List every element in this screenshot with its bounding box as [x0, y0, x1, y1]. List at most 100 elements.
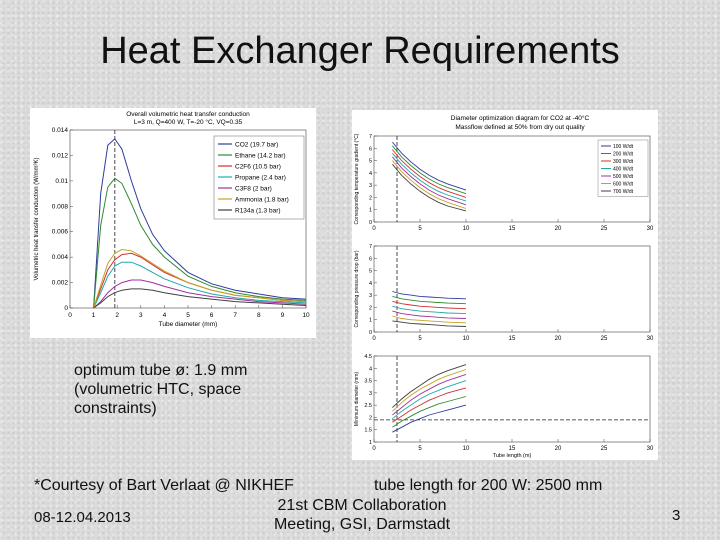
- series-line-2: [392, 300, 467, 310]
- x-tick-label: 20: [555, 226, 562, 232]
- plot-frame: [373, 245, 651, 333]
- y-tick-label: 0.012: [52, 152, 69, 159]
- meeting-line-2: Meeting, GSI, Darmstadt: [273, 516, 451, 533]
- y-tick-label: 1: [369, 208, 372, 214]
- series-line-3: [392, 380, 467, 420]
- y-tick-label: 4: [369, 366, 372, 372]
- x-tick-label: 20: [555, 336, 562, 342]
- x-tick-label: 30: [647, 336, 654, 342]
- series-line-1: [392, 295, 467, 305]
- chart-subtitle: Massflow defined at 50% from dry out qua…: [455, 124, 585, 131]
- x-tick-label: 10: [302, 312, 310, 319]
- legend-label: C3F8 (2 bar): [235, 186, 272, 193]
- note-line-2: (volumetric HTC, space: [74, 381, 242, 398]
- x-axis-label: Tube diameter (mm): [159, 321, 218, 328]
- subplot-1: 0 5 10 15 20 25 30 0 1 2 3 4 5 6 7 Corresponding temper…: [354, 133, 654, 232]
- x-tick-label: 2: [115, 312, 119, 319]
- footer-meeting: 21st CBM Collaboration Meeting, GSI, Dar…: [252, 496, 472, 534]
- y-tick-label: 7: [369, 134, 372, 140]
- x-tick-label: 3: [139, 312, 143, 319]
- y-tick-label: 2: [369, 415, 372, 421]
- note-line-3: constraints): [74, 400, 157, 417]
- x-axis-label: Tube length (m): [493, 453, 532, 459]
- x-tick-label: 10: [463, 226, 470, 232]
- legend-label: Ammonia (1.8 bar): [235, 197, 289, 204]
- legend-label: Ethane (14.2 bar): [235, 153, 286, 160]
- y-tick-label: 1.5: [364, 428, 372, 434]
- y-tick-label: 0.008: [52, 203, 69, 210]
- series-line-3: [392, 305, 467, 315]
- chart-title: Overall volumetric heat transfer conduct…: [126, 111, 250, 118]
- series-line-5: [392, 315, 467, 324]
- meeting-line-1: 21st CBM Collaboration: [277, 497, 447, 514]
- page-number: 3: [672, 507, 681, 524]
- series-line-1: [93, 177, 307, 309]
- y-tick-label: 4: [369, 171, 372, 177]
- series-line-6: [392, 164, 467, 212]
- chart-subtitle: L=3 m, Q=400 W, T=-20 °C, VQ=0.35: [134, 118, 243, 126]
- y-tick-label: 2.5: [364, 403, 372, 409]
- courtesy-text: *Courtesy of Bart Verlaat @ NIKHEF: [34, 477, 294, 494]
- y-axis-label: Corresponding pressure drop (bar): [354, 250, 360, 327]
- diameter-optimization-chart-svg: Diameter optimization diagram for CO2 at…: [354, 114, 654, 459]
- plot-frame: [373, 355, 651, 443]
- legend-label: 100 W/dt: [613, 144, 634, 150]
- y-tick-label: 6: [369, 146, 372, 152]
- y-tick-label: 0.002: [52, 280, 69, 287]
- series-line-6: [93, 288, 307, 309]
- x-tick-label: 5: [418, 336, 422, 342]
- y-tick-label: 0: [369, 220, 372, 226]
- y-tick-label: 3: [369, 183, 372, 189]
- x-tick-label: 5: [186, 312, 190, 319]
- x-tick-label: 15: [509, 336, 516, 342]
- x-tick-label: 0: [68, 312, 72, 319]
- y-tick-label: 3: [369, 293, 372, 299]
- x-tick-label: 4: [163, 312, 167, 319]
- series-line-5: [392, 369, 467, 412]
- y-tick-label: 7: [369, 244, 372, 250]
- series-line-4: [392, 373, 467, 416]
- series-line-1: [392, 396, 467, 428]
- legend-label: CO2 (19.7 bar): [235, 142, 278, 149]
- y-axis-label: Volumetric heat transfer conduction (W/m…: [34, 157, 40, 280]
- y-tick-label: 5: [369, 269, 372, 275]
- subplot-3: 0 5 10 15 20 25 30 1 1.5 2 2.5 3 3.5 4 4.5 Minimum diam…: [354, 354, 654, 459]
- note-line-1: optimum tube ø: 1.9 mm: [74, 362, 248, 379]
- series-line-5: [392, 160, 467, 209]
- y-axis-label: Minimum diameter (mm): [354, 372, 360, 427]
- series-line-0: [392, 291, 467, 300]
- slide-title: Heat Exchanger Requirements: [100, 30, 620, 72]
- series-line-1: [392, 145, 467, 195]
- footer-date: 08-12.04.2013: [34, 509, 131, 526]
- legend-label: Propane (2.4 bar): [235, 175, 286, 182]
- series-line-6: [392, 364, 467, 408]
- y-tick-label: 0.014: [52, 127, 69, 134]
- x-tick-label: 9: [281, 312, 285, 319]
- x-tick-label: 10: [463, 446, 470, 452]
- y-tick-label: 3.5: [364, 379, 372, 385]
- y-tick-label: 4: [369, 281, 372, 287]
- x-tick-label: 6: [210, 312, 214, 319]
- series-line-6: [392, 320, 467, 327]
- x-tick-label: 0: [372, 226, 376, 232]
- x-tick-label: 5: [418, 226, 422, 232]
- y-tick-label: 0: [369, 330, 372, 336]
- legend-label: 700 W/dt: [613, 189, 634, 195]
- x-tick-label: 0: [372, 446, 376, 452]
- legend-label: 600 W/dt: [613, 182, 634, 188]
- legend-label: 200 W/dt: [613, 152, 634, 158]
- optimum-tube-note: optimum tube ø: 1.9 mm (volumetric HTC, …: [74, 361, 304, 418]
- series-line-0: [93, 138, 307, 309]
- y-tick-label: 2: [369, 195, 372, 201]
- legend-label: 400 W/dt: [613, 167, 634, 173]
- x-tick-label: 8: [257, 312, 261, 319]
- x-tick-label: 15: [509, 226, 516, 232]
- series-line-2: [392, 149, 467, 198]
- x-tick-label: 10: [463, 336, 470, 342]
- x-tick-label: 7: [233, 312, 237, 319]
- series-line-2: [392, 387, 467, 423]
- subplot-2: 0 5 10 15 20 25 30 0 1 2 3 4 5 6 7 Corresponding pressu…: [354, 244, 654, 342]
- y-tick-label: 1: [369, 440, 372, 446]
- y-tick-label: 0.006: [52, 229, 69, 236]
- y-axis-label: Corresponding temperature gradient (°C): [354, 133, 360, 224]
